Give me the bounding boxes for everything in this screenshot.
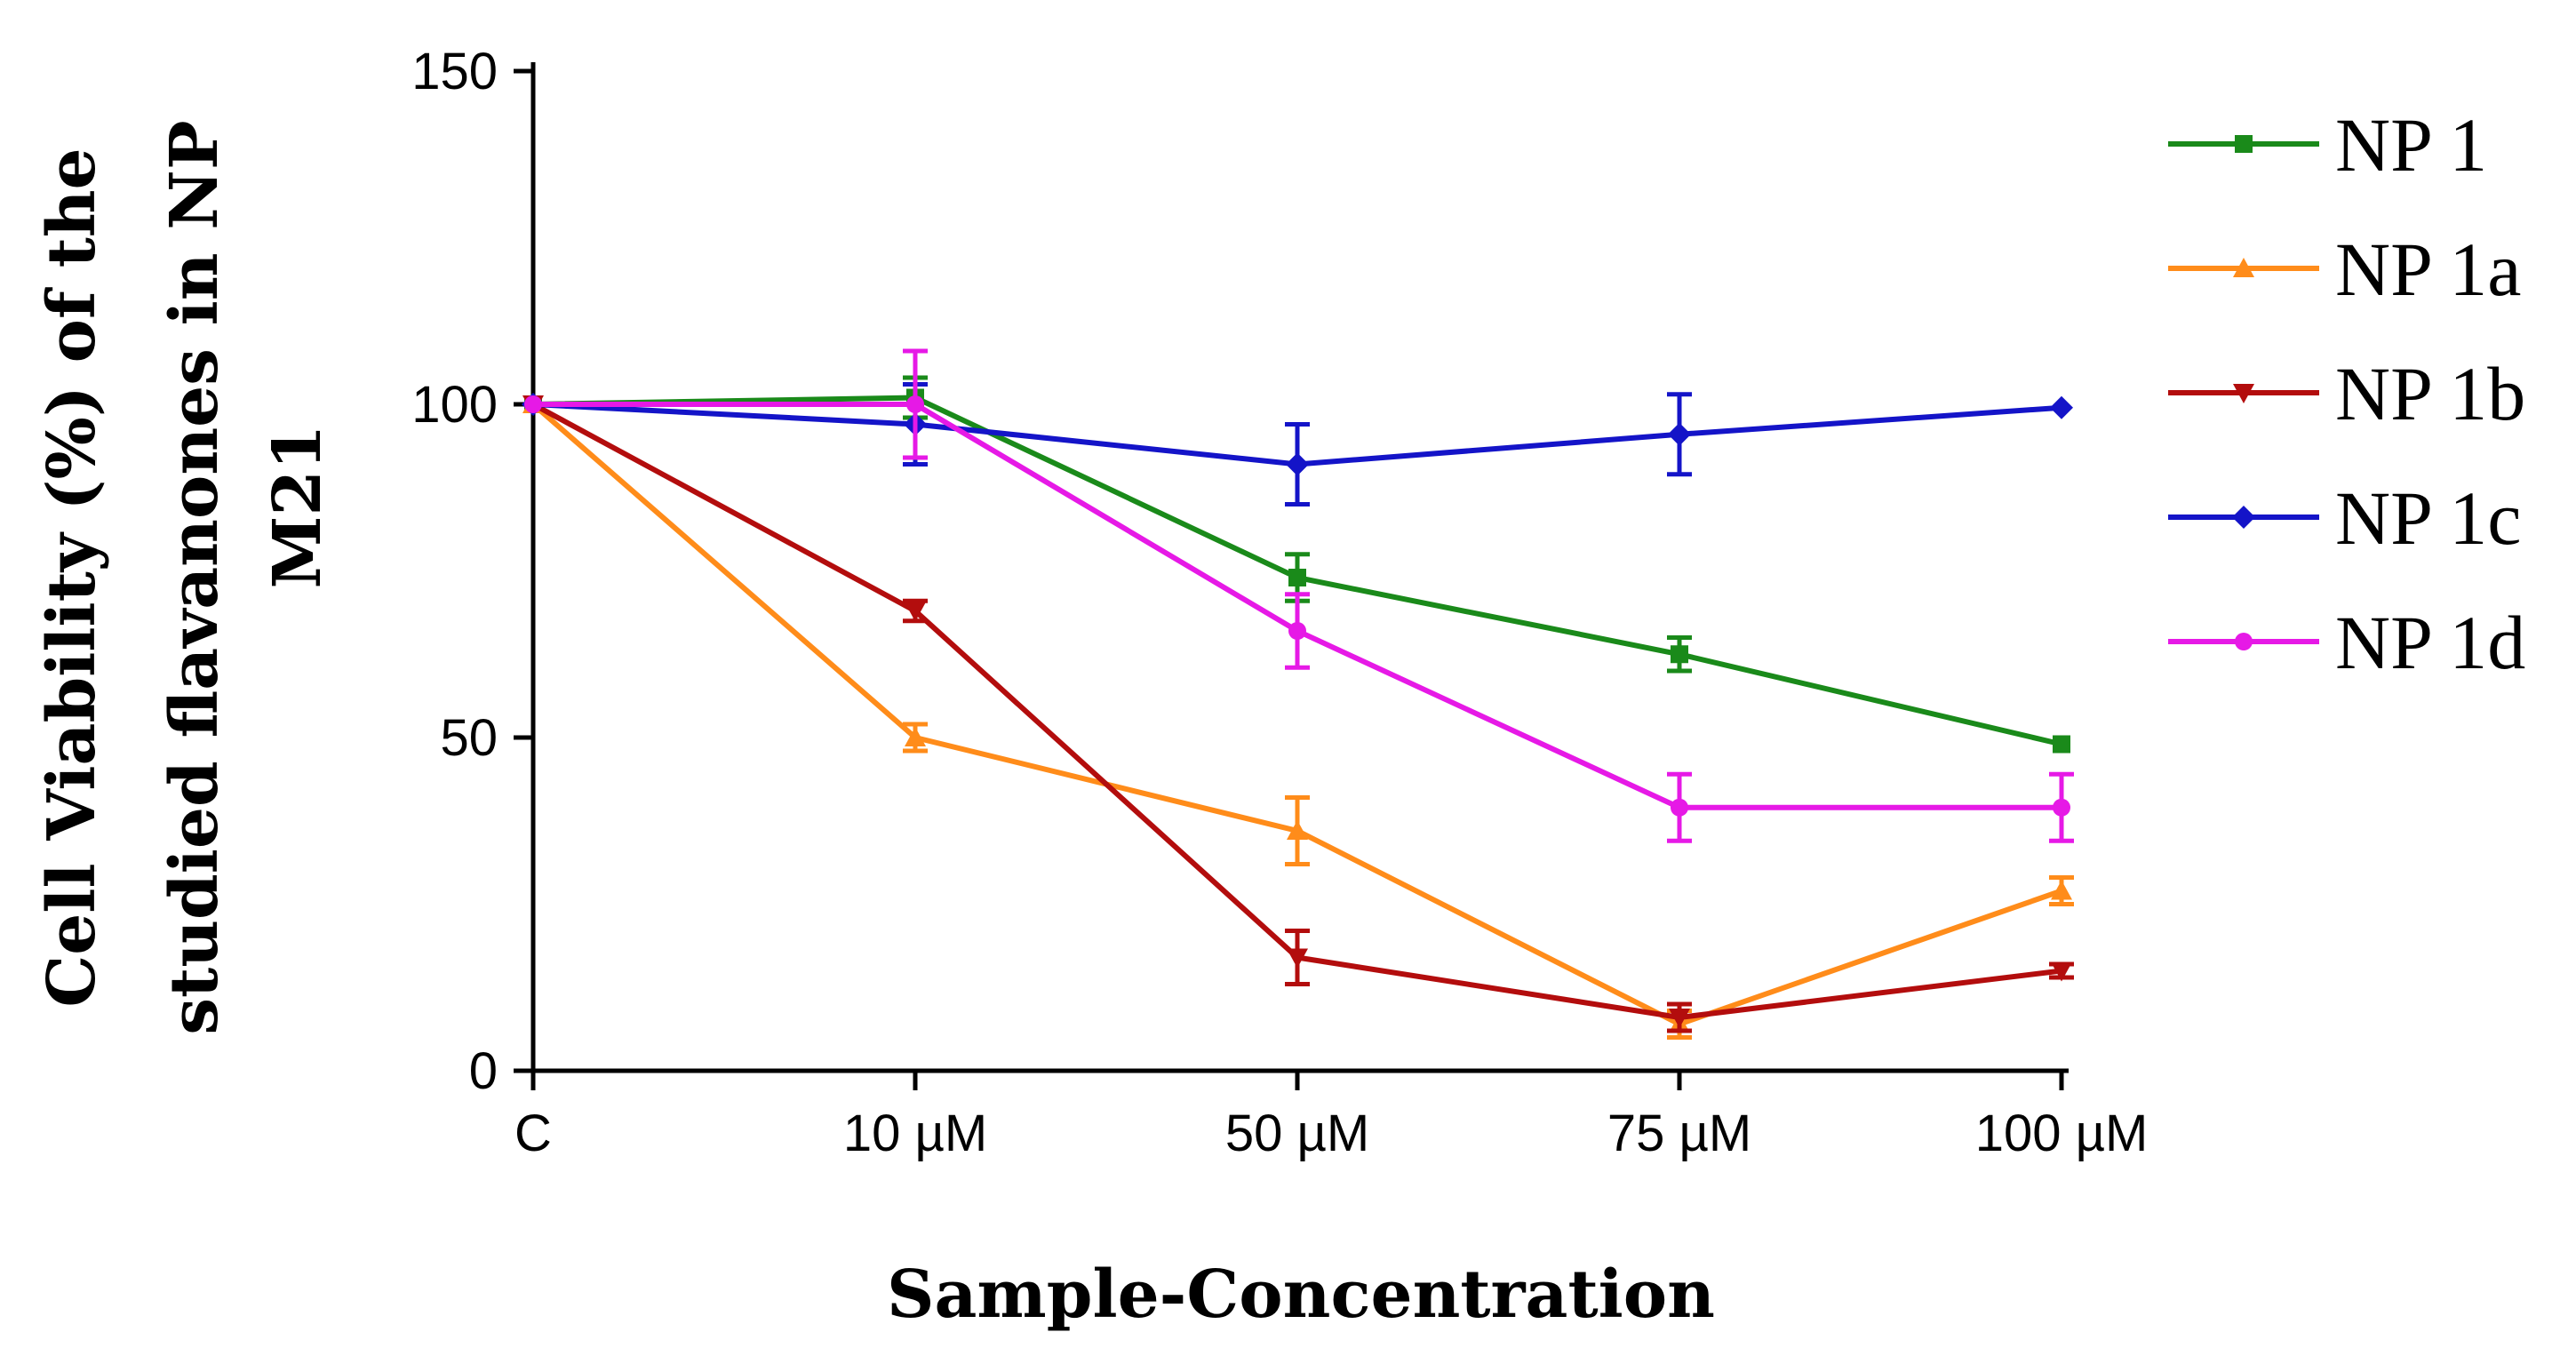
series-np-1b [522, 395, 2074, 1033]
x-tick-label: 75 µM [1607, 1105, 1751, 1162]
legend-item: NP 1 [2168, 102, 2487, 187]
data-point [2051, 880, 2072, 900]
legend-marker [2235, 633, 2253, 650]
legend-label: NP 1 [2335, 102, 2487, 187]
data-point [1288, 622, 1306, 640]
x-tick-label: 10 µM [843, 1105, 987, 1162]
legend: NP 1 NP 1a NP 1b NP 1c NP 1d [2168, 102, 2525, 685]
y-tick-label: 0 [469, 1042, 498, 1100]
legend-item: NP 1b [2168, 351, 2525, 436]
y-tick-label: 150 [411, 43, 498, 100]
data-point [1288, 569, 1306, 586]
legend-marker [2235, 135, 2253, 153]
data-point [2053, 798, 2070, 817]
x-axis-title: Sample-Concentration [887, 1256, 1715, 1333]
series-layer [522, 348, 2074, 1040]
legend-marker [2233, 258, 2254, 277]
y-axis-title-line-3: M21 [259, 425, 336, 589]
legend-label: NP 1c [2335, 475, 2521, 561]
data-point [1287, 948, 1308, 969]
data-point [2051, 961, 2072, 982]
legend-marker [2232, 506, 2255, 529]
legend-label: NP 1d [2335, 600, 2525, 685]
y-axis-title-line-2: studied flavanones in NP [156, 120, 233, 1034]
x-tick-label: 100 µM [1975, 1105, 2149, 1162]
legend-label: NP 1a [2335, 227, 2521, 312]
data-point [1671, 798, 1688, 817]
data-point [1286, 452, 1309, 476]
y-axis-title-line-1: Cell Viability (%) of the [34, 148, 110, 1007]
y-tick-label: 100 [411, 376, 498, 434]
data-point [1287, 820, 1308, 840]
data-point [524, 395, 542, 413]
legend-label: NP 1b [2335, 351, 2525, 436]
data-point [2053, 735, 2070, 754]
legend-marker [2233, 384, 2254, 403]
series-np-1d [524, 348, 2074, 843]
y-tick-label: 50 [440, 709, 498, 767]
data-point [906, 395, 924, 413]
y-ticks: 0 50 100 150 [411, 43, 533, 1100]
x-ticks: C 10 µM 50 µM 75 µM 100 µM [514, 1071, 2148, 1162]
data-point [1668, 422, 1691, 446]
x-tick-label: C [514, 1105, 552, 1162]
data-point [1669, 1009, 1690, 1028]
legend-item: NP 1a [2168, 227, 2521, 312]
data-point [2050, 395, 2073, 419]
data-point [905, 727, 926, 746]
data-point [905, 602, 926, 622]
data-point [1671, 645, 1688, 664]
legend-item: NP 1c [2168, 475, 2521, 561]
legend-item: NP 1d [2168, 600, 2525, 685]
x-tick-label: 50 µM [1225, 1105, 1369, 1162]
